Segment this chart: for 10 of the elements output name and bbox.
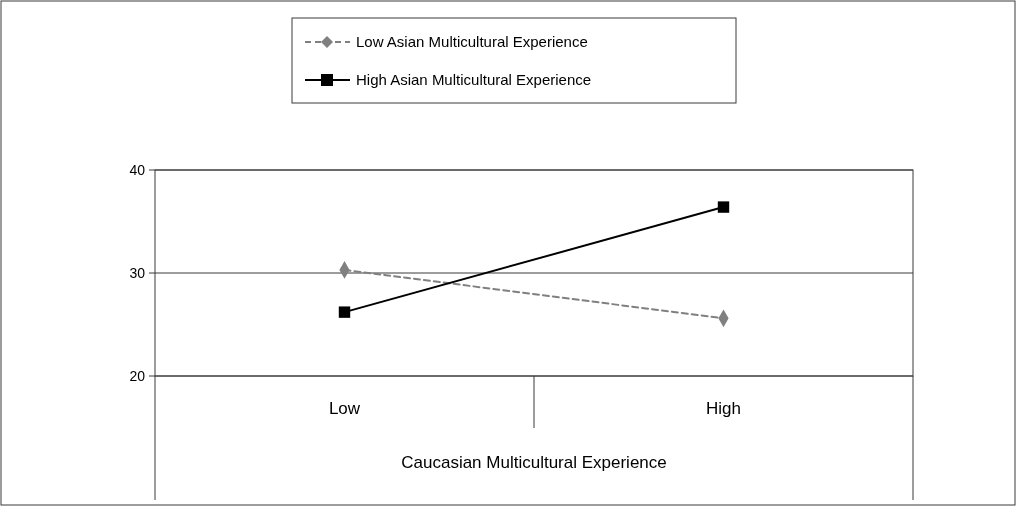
point — [338, 306, 351, 318]
y-tick-label: 20 — [129, 367, 146, 384]
x-axis-title: Caucasian Multicultural Experience — [401, 453, 667, 472]
x-tick-label: Low — [328, 399, 361, 418]
x-tick-label: High — [706, 399, 741, 418]
y-tick-label: 40 — [129, 161, 146, 178]
y-tick-label: 30 — [129, 264, 146, 281]
legend-label: Low Asian Multicultural Experience — [356, 33, 588, 51]
point — [717, 201, 730, 213]
legend-label: High Asian Multicultural Experience — [356, 71, 592, 89]
